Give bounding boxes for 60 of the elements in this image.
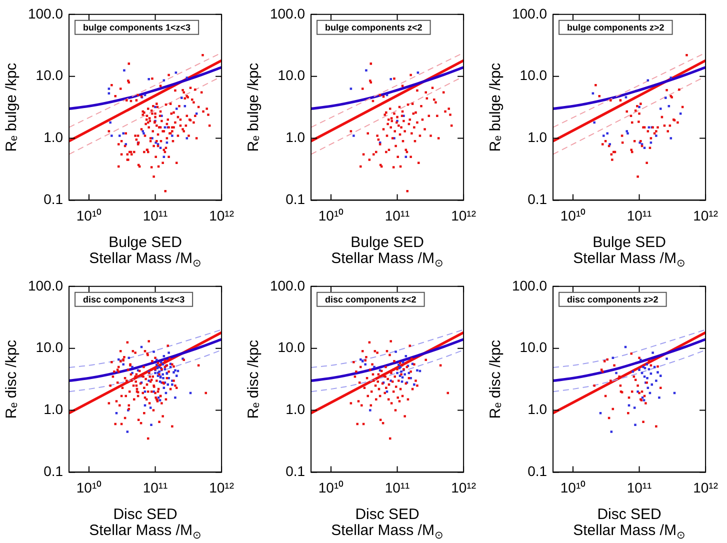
y-axis-title: Rₑ bulge /kpc (487, 62, 504, 152)
x-tick-label: 10¹⁰ (76, 478, 102, 495)
y-tick-label: 100.0 (512, 5, 548, 22)
x-tick-label: 10¹¹ (626, 478, 652, 495)
y-tick-label: 1.0 (44, 129, 64, 146)
x-axis-title: Bulge SED Stellar Mass /M⊙ (573, 234, 686, 270)
x-tick-label: 10¹² (451, 478, 476, 495)
x-tick-label: 10¹⁰ (76, 207, 102, 224)
y-tick-label: 1.0 (286, 400, 306, 417)
y-tick-label: 100.0 (28, 5, 64, 22)
x-axis-title: Disc SED Stellar Mass /M⊙ (89, 506, 202, 541)
x-tick-label: 10¹¹ (142, 207, 168, 224)
y-tick-label: 1.0 (528, 129, 548, 146)
y-tick-label: 10.0 (278, 338, 306, 355)
x-tick-label: 10¹¹ (384, 207, 410, 224)
x-tick-label: 10¹² (693, 207, 718, 224)
x-tick-label: 10¹² (209, 207, 234, 224)
y-tick-label: 10.0 (520, 338, 548, 355)
x-tick-label: 10¹² (209, 478, 234, 495)
y-tick-label: 10.0 (520, 67, 548, 84)
y-tick-label: 0.1 (528, 191, 548, 208)
x-tick-label: 10¹¹ (626, 207, 652, 224)
x-axis-title: Bulge SED Stellar Mass /M⊙ (331, 234, 444, 270)
y-tick-label: 10.0 (278, 67, 306, 84)
y-axis-title: Rₑ disc /kpc (245, 338, 262, 418)
y-tick-label: 0.1 (44, 191, 64, 208)
x-tick-label: 10¹⁰ (560, 207, 586, 224)
x-tick-label: 10¹⁰ (318, 478, 344, 495)
text: bulge components z<2 (325, 22, 422, 32)
text: disc components z<2 (325, 294, 416, 304)
text: disc components 1<z<3 (83, 294, 185, 304)
text: bulge components 1<z<3 (83, 22, 191, 32)
x-tick-label: 10¹² (693, 478, 718, 495)
x-tick-label: 10¹⁰ (318, 207, 344, 224)
y-tick-label: 1.0 (286, 129, 306, 146)
y-tick-label: 100.0 (270, 5, 306, 22)
y-tick-label: 10.0 (36, 338, 64, 355)
y-axis-title: Rₑ disc /kpc (3, 338, 20, 418)
y-tick-label: 0.1 (286, 462, 306, 479)
x-axis-title: Disc SED Stellar Mass /M⊙ (573, 506, 686, 541)
x-tick-label: 10¹¹ (142, 478, 168, 495)
y-tick-label: 100.0 (28, 276, 64, 293)
y-tick-label: 100.0 (270, 276, 306, 293)
y-tick-label: 0.1 (286, 191, 306, 208)
y-tick-label: 1.0 (44, 400, 64, 417)
x-axis-title: Bulge SED Stellar Mass /M⊙ (89, 234, 202, 270)
y-tick-label: 0.1 (44, 462, 64, 479)
y-axis-title: Rₑ bulge /kpc (245, 62, 262, 152)
x-axis-title: Disc SED Stellar Mass /M⊙ (331, 506, 444, 541)
y-axis-title: Rₑ disc /kpc (487, 338, 504, 418)
text: bulge components z>2 (567, 22, 664, 32)
y-tick-label: 100.0 (512, 276, 548, 293)
y-tick-label: 0.1 (528, 462, 548, 479)
x-tick-label: 10¹¹ (384, 478, 410, 495)
y-tick-label: 1.0 (528, 400, 548, 417)
x-tick-label: 10¹² (451, 207, 476, 224)
y-tick-label: 10.0 (36, 67, 64, 84)
text: disc components z>2 (567, 294, 658, 304)
x-tick-label: 10¹⁰ (560, 478, 586, 495)
y-axis-title: Rₑ bulge /kpc (3, 62, 20, 152)
